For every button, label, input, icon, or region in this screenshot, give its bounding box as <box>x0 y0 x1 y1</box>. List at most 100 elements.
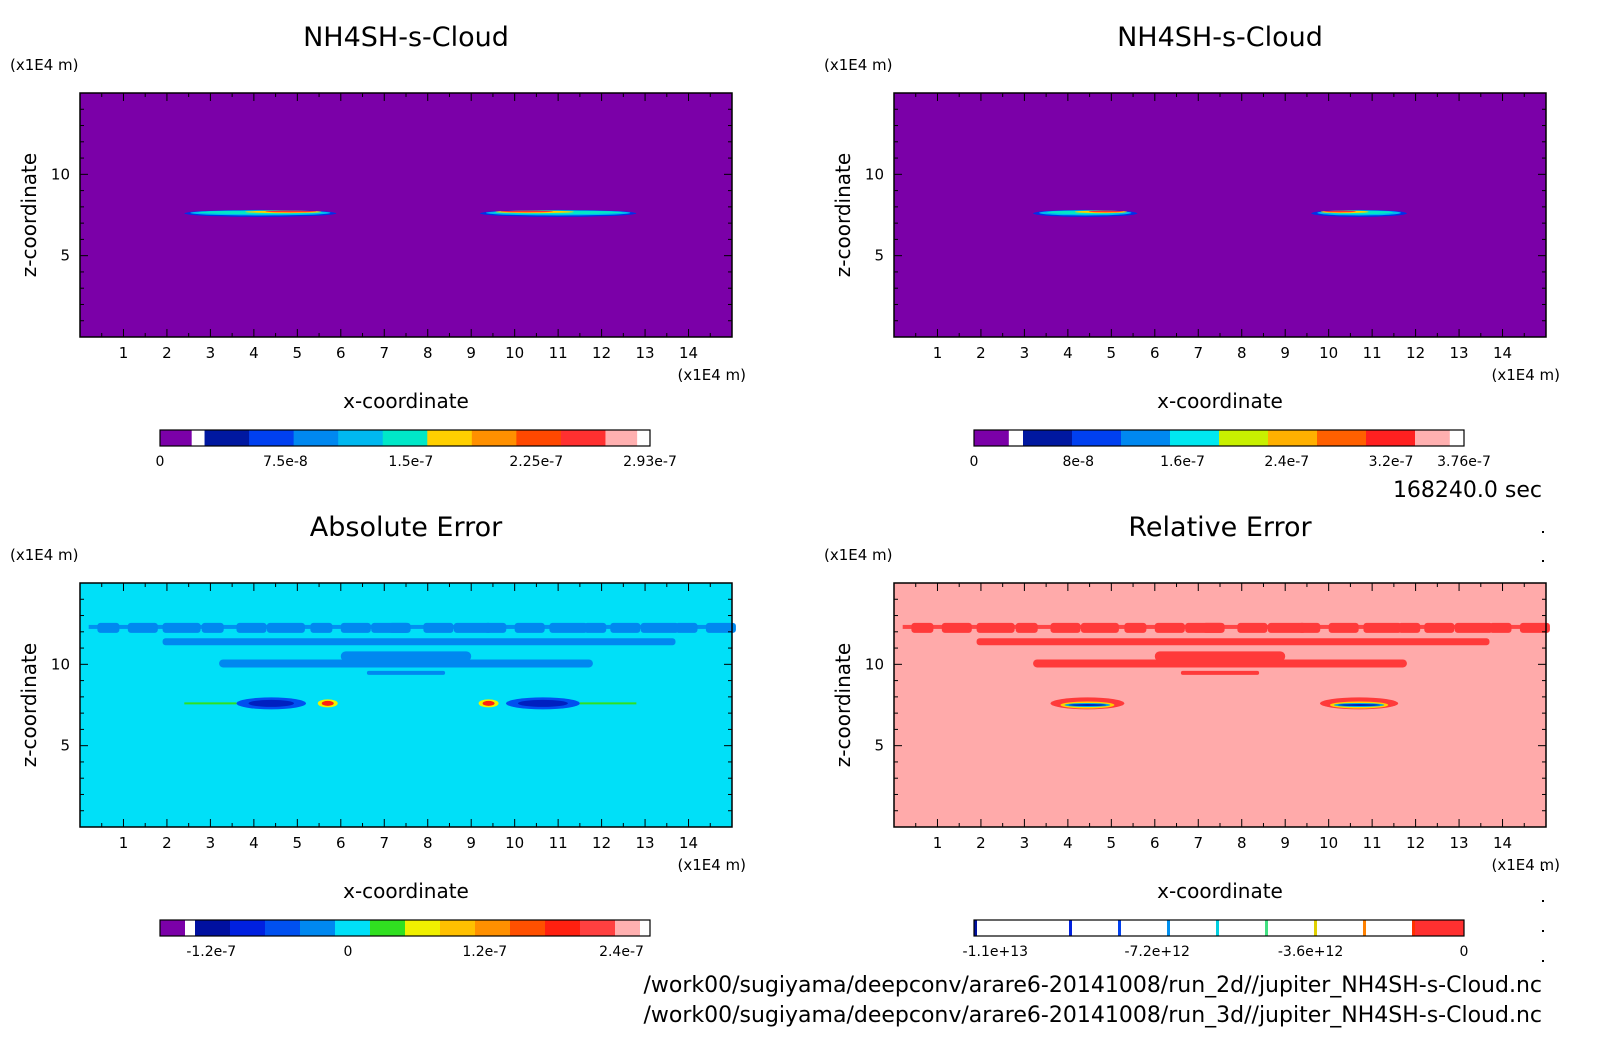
colorbar-tick-label: 3.76e-7 <box>1437 454 1491 470</box>
middle-band-core <box>1154 651 1286 662</box>
colorbar-swatch <box>338 430 384 446</box>
middle-band-lower <box>1180 670 1260 675</box>
y-unit-label: (x1E4 m) <box>10 56 79 74</box>
x-tick-label: 5 <box>293 834 303 852</box>
x-axis-label: x-coordinate <box>1157 879 1283 903</box>
colorbar-swatch <box>1170 430 1220 446</box>
x-axis-label: x-coordinate <box>343 389 469 413</box>
colorbar-swatch <box>293 430 339 446</box>
file-path-run-3d: /work00/sugiyama/deepconv/arare6-2014100… <box>644 1003 1543 1028</box>
colorbar-swatch <box>335 920 371 936</box>
file-path-run-2d: /work00/sugiyama/deepconv/arare6-2014100… <box>644 973 1543 998</box>
upper-band-segment <box>610 622 641 633</box>
y-unit-label: (x1E4 m) <box>824 56 893 74</box>
x-unit-label: (x1E4 m) <box>1491 366 1560 384</box>
x-tick-label: 5 <box>293 344 303 362</box>
x-tick-label: 10 <box>1319 834 1338 852</box>
x-tick-label: 7 <box>379 344 389 362</box>
upper-band-segment <box>1298 622 1321 633</box>
x-tick-label: 11 <box>1363 834 1382 852</box>
x-tick-label: 3 <box>1020 344 1030 362</box>
x-tick-label: 12 <box>592 344 611 362</box>
colorbar: 0 8e-8 1.6e-7 2.4e-7 3.2e-7 3.76e-7 <box>970 429 1491 470</box>
upper-band-segment <box>423 622 454 633</box>
x-tick-label: 13 <box>1450 834 1469 852</box>
x-tick-label: 12 <box>592 834 611 852</box>
colorbar-swatch <box>1118 920 1121 936</box>
colorbar-swatch <box>1363 920 1366 936</box>
upper-band-segment <box>1328 622 1359 633</box>
field-features <box>1033 209 1407 217</box>
x-tick-label: 2 <box>162 344 172 362</box>
colorbar-swatch <box>1366 430 1416 446</box>
cloud-feature-2 <box>1311 209 1407 217</box>
upper-band-segment <box>266 622 305 633</box>
colorbar-tick-label: -1.1e+13 <box>963 944 1028 960</box>
plot-background <box>80 93 732 337</box>
x-unit-label: (x1E4 m) <box>1491 856 1560 874</box>
upper-band-segment <box>976 622 1015 633</box>
plot-background <box>894 583 1546 827</box>
upper-band-segment <box>1202 622 1225 633</box>
colorbar-swatch <box>204 430 250 446</box>
field-features <box>88 622 736 710</box>
upper-band-segment <box>1424 622 1455 633</box>
upper-band-segment <box>1124 622 1147 633</box>
colorbar-swatch <box>510 920 546 936</box>
colorbar-swatch <box>615 920 640 936</box>
colorbar-tick-label: 0 <box>1460 944 1469 960</box>
field-features <box>902 622 1550 710</box>
colorbar-swatch <box>516 430 562 446</box>
colorbar-tick-label: 1.5e-7 <box>388 454 433 470</box>
x-tick-label: 2 <box>976 834 986 852</box>
lower-band <box>976 638 1490 646</box>
error-ring-1 <box>1050 697 1125 710</box>
colorbar-tick-label: 2.93e-7 <box>623 454 677 470</box>
x-tick-label: 5 <box>1107 834 1117 852</box>
cloud-feature-2 <box>479 209 637 217</box>
upper-band-segment <box>1454 622 1493 633</box>
x-tick-label: 12 <box>1406 344 1425 362</box>
x-tick-label: 6 <box>1150 344 1160 362</box>
x-tick-label: 4 <box>249 834 259 852</box>
x-tick-label: 1 <box>119 834 129 852</box>
x-axis-ticks <box>79 583 733 827</box>
panel-title: NH4SH-s-Cloud <box>303 22 509 53</box>
colorbar-swatch <box>249 430 295 446</box>
colorbar-swatch <box>427 430 473 446</box>
colorbar: 0 7.5e-8 1.5e-7 2.25e-7 2.93e-7 <box>156 429 677 470</box>
x-tick-label: 9 <box>466 834 476 852</box>
cloud-feature-1 <box>1033 209 1138 217</box>
colorbar-swatch <box>160 920 185 936</box>
y-axis-label: z-coordinate <box>17 153 41 277</box>
x-axis-ticks <box>893 583 1547 827</box>
y-tick-label: 5 <box>874 247 884 265</box>
plot-background <box>894 93 1546 337</box>
colorbar-swatch <box>475 920 511 936</box>
x-tick-label: 14 <box>1493 344 1512 362</box>
colorbar-swatch <box>1069 920 1072 936</box>
colorbar-swatch <box>1415 920 1464 936</box>
x-tick-label: 8 <box>1237 344 1247 362</box>
colorbar-swatch <box>974 430 1009 446</box>
x-tick-label: 3 <box>206 344 216 362</box>
upper-band-segment <box>705 622 736 633</box>
upper-band-segment <box>1398 622 1421 633</box>
x-tick-label: 14 <box>679 834 698 852</box>
colorbar-swatch <box>560 430 606 446</box>
x-tick-label: 3 <box>1020 834 1030 852</box>
x-tick-label: 9 <box>1280 834 1290 852</box>
colorbar-swatch <box>1072 430 1122 446</box>
x-unit-label: (x1E4 m) <box>677 856 746 874</box>
y-axis-ticks <box>894 582 1546 828</box>
panel-4: Relative Error(x1E4 m)(x1E4 m)1 2 3 4 5 6 7 8 9 1… <box>824 512 1560 960</box>
x-axis-ticks <box>893 93 1547 337</box>
colorbar-swatch <box>160 430 192 446</box>
upper-band-segment <box>162 622 201 633</box>
y-tick-label: 10 <box>865 165 884 183</box>
colorbar-tick-label: 0 <box>156 454 165 470</box>
x-axis-label: x-coordinate <box>343 879 469 903</box>
colorbar-frame <box>159 919 651 937</box>
colorbar-swatch <box>1167 920 1170 936</box>
y-tick-label: 10 <box>865 655 884 673</box>
